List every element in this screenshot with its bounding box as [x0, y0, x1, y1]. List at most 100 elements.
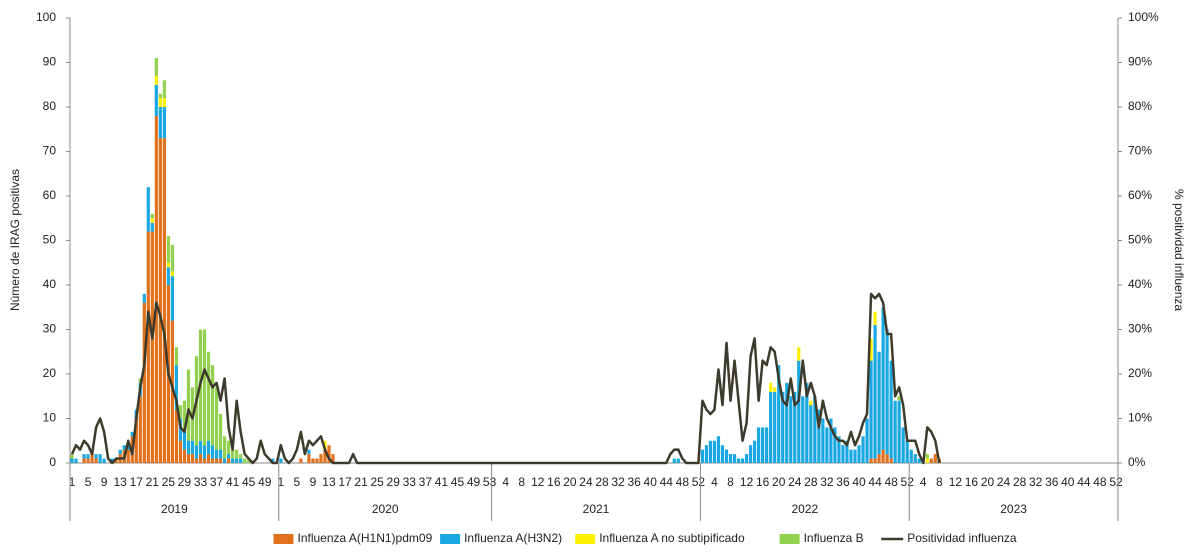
- y2-tick-label: 50%: [1128, 233, 1152, 247]
- bar-segment: [833, 427, 837, 463]
- legend-label: Influenza A(H3N2): [464, 531, 562, 545]
- x-group-label: 2023: [1000, 502, 1027, 516]
- x-group-label: 2022: [791, 502, 818, 516]
- bar-segment: [785, 382, 789, 463]
- x-tick-label: 9: [310, 475, 317, 489]
- bar-segment: [885, 454, 889, 463]
- bar-segment: [134, 418, 138, 463]
- x-tick-label: 24: [579, 475, 593, 489]
- bar-segment: [150, 218, 154, 223]
- bar-segment: [90, 454, 94, 463]
- x-group-label: 2019: [161, 502, 188, 516]
- bar-segment: [861, 436, 865, 463]
- x-tick-label: 17: [130, 475, 144, 489]
- bar-segment: [142, 293, 146, 303]
- x-group-label: 2020: [372, 502, 399, 516]
- x-tick-label: 33: [403, 475, 417, 489]
- bar-segment: [704, 445, 709, 463]
- x-tick-label: 20: [772, 475, 786, 489]
- legend-swatch: [440, 534, 461, 544]
- bar-segment: [925, 454, 929, 459]
- x-tick-label: 8: [727, 475, 734, 489]
- bar-segment: [138, 396, 142, 463]
- bar-segment: [323, 440, 327, 450]
- bar-segment: [740, 458, 745, 463]
- bar-segment: [210, 458, 215, 463]
- bar-segment: [809, 405, 813, 463]
- bar-segment: [74, 458, 78, 463]
- legend-swatch: [273, 534, 294, 544]
- bar-segment: [82, 454, 86, 459]
- bar-segment: [158, 107, 162, 139]
- bar-segment: [873, 458, 877, 463]
- bar-segment: [708, 440, 713, 463]
- bar-segment: [881, 307, 885, 450]
- bar-segment: [126, 449, 130, 463]
- bar-segment: [327, 445, 331, 463]
- legend-label: Influenza A(H1N1)pdm09: [298, 531, 433, 545]
- bar-segment: [218, 449, 223, 459]
- x-tick-label: 16: [547, 475, 561, 489]
- bar-segment: [182, 449, 187, 463]
- x-tick-label: 48: [676, 475, 690, 489]
- bar-segment: [813, 396, 817, 463]
- x-tick-label: 48: [1093, 475, 1107, 489]
- bar-segment: [845, 440, 849, 463]
- y2-tick-label: 40%: [1128, 277, 1152, 291]
- bar-segment: [94, 454, 98, 459]
- bar-segment: [769, 391, 773, 463]
- x-tick-label: 8: [518, 475, 525, 489]
- bar-segment: [162, 107, 166, 139]
- bar-segment: [158, 93, 162, 99]
- x-tick-label: 28: [804, 475, 818, 489]
- bar-segment: [210, 365, 215, 446]
- bar-segment: [150, 213, 154, 219]
- x-tick-label: 17: [338, 475, 352, 489]
- bar-segment: [235, 458, 239, 463]
- bar-segment: [206, 454, 211, 463]
- bar-segment: [247, 458, 251, 463]
- x-tick-label: 36: [627, 475, 641, 489]
- x-tick-label: 36: [836, 475, 850, 489]
- bar-segment: [873, 325, 877, 459]
- x-tick-label: 1: [277, 475, 284, 489]
- bar-segment: [909, 449, 913, 463]
- bar-segment: [222, 458, 227, 463]
- x-tick-label: 52: [692, 475, 706, 489]
- x-tick-label: 45: [451, 475, 465, 489]
- x-tick-label: 20: [981, 475, 995, 489]
- bar-segment: [154, 84, 158, 116]
- bar-segment: [170, 244, 174, 272]
- bar-segment: [150, 222, 154, 232]
- bar-segment: [70, 458, 74, 463]
- bar-segment: [239, 454, 243, 459]
- bar-segment: [732, 454, 737, 463]
- bar-segment: [777, 365, 781, 463]
- x-tick-label: 4: [502, 475, 509, 489]
- x-tick-label: 37: [210, 475, 224, 489]
- bar-segment: [126, 445, 130, 450]
- bar-segment: [712, 440, 717, 463]
- bar-segment: [837, 436, 841, 463]
- bar-segment: [716, 436, 721, 463]
- x-tick-label: 20: [563, 475, 577, 489]
- bar-segment: [82, 458, 86, 463]
- bar-segment: [913, 454, 917, 463]
- bar-segment: [162, 80, 166, 99]
- bar-segment: [162, 138, 166, 463]
- bar-segment: [86, 454, 90, 459]
- bar-segment: [307, 449, 311, 455]
- y-tick-label: 90: [43, 55, 57, 69]
- bar-segment: [146, 231, 150, 463]
- x-tick-label: 40: [644, 475, 658, 489]
- bar-segment: [897, 396, 901, 401]
- y-tick-label: 70: [43, 144, 57, 158]
- x-tick-label: 49: [467, 475, 481, 489]
- bar-segment: [166, 236, 170, 263]
- bar-segment: [239, 458, 243, 463]
- y2-tick-label: 100%: [1128, 10, 1159, 24]
- bar-segment: [853, 449, 857, 463]
- bar-segment: [150, 231, 154, 463]
- bar-segment: [765, 427, 769, 463]
- bar-segment: [933, 454, 937, 463]
